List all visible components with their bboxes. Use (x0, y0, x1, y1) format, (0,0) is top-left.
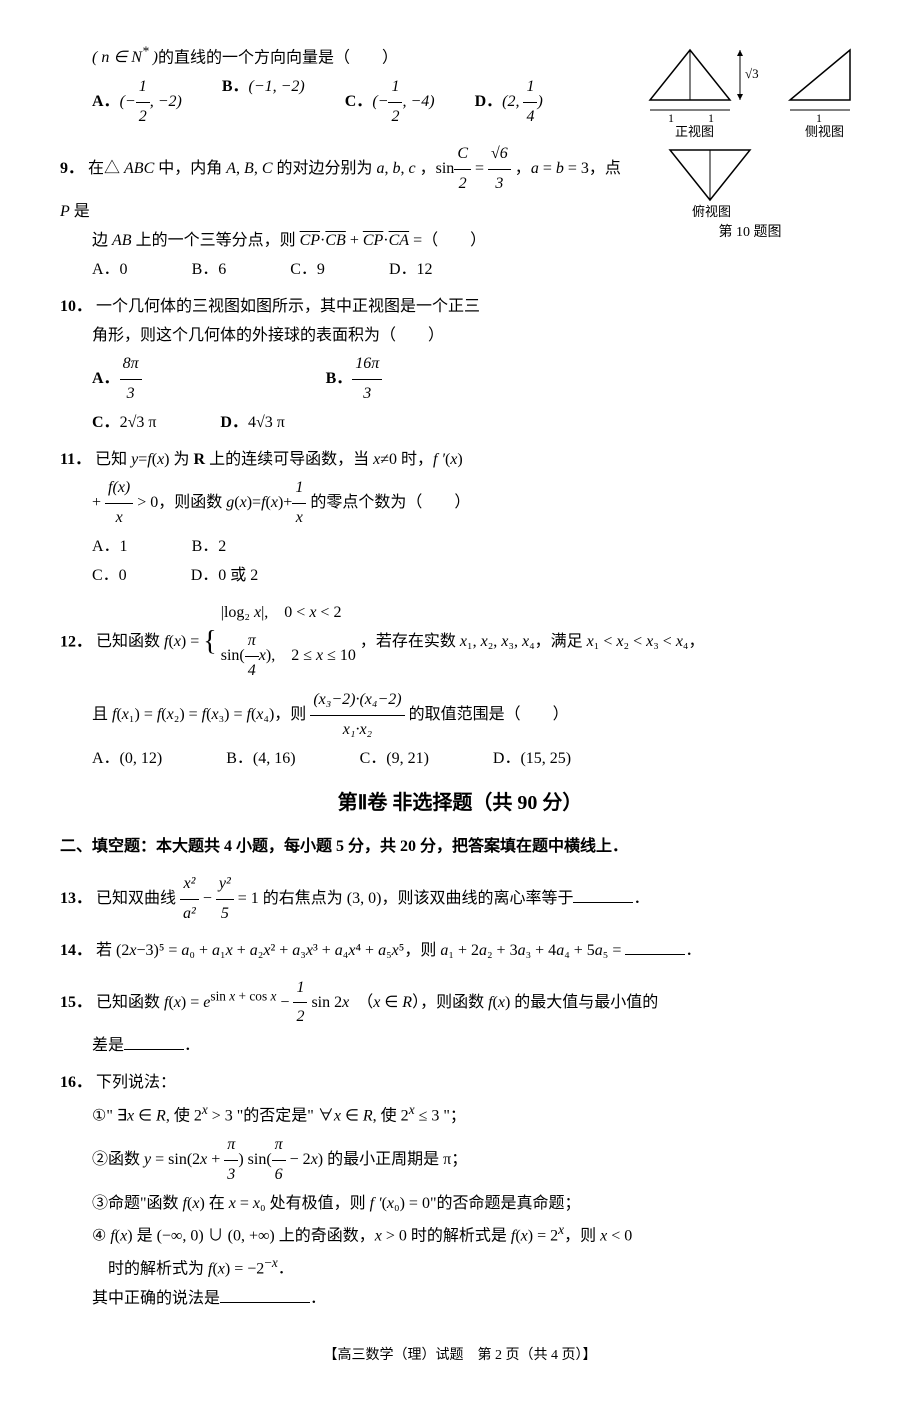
q10-opt-a: A．8π3 (92, 350, 262, 409)
q16-i4a: ④ f(x) 是 (−∞, 0) ∪ (0, +∞) 上的奇函数，x > 0 时… (92, 1218, 860, 1251)
section2-instr: 二、填空题：本大题共 4 小题，每小题 5 分，共 20 分，把答案填在题中横线… (60, 833, 860, 862)
q13-blank (573, 886, 633, 903)
q15-num: 15． (60, 994, 92, 1011)
q16-blank (220, 1286, 310, 1303)
q11-num: 11． (60, 451, 91, 468)
q10: 10． 一个几何体的三视图如图所示，其中正视图是一个正三 角形，则这个几何体的外… (60, 293, 860, 438)
q15-blank (124, 1033, 184, 1050)
q14-blank (625, 938, 685, 955)
q11-opt-c: C．0 (92, 562, 127, 591)
svg-text:1: 1 (708, 111, 714, 125)
q16-num: 16． (60, 1074, 92, 1091)
q8-opt-d: D．(2, 14) (475, 73, 543, 132)
q14: 14． 若 (2x−3)⁵ = a₀ + a₁x + a₂x² + a₃x³ +… (60, 937, 860, 966)
q10-figure: 1 1 正视图 √3 1 侧视图 俯视图 第 10 题图 (640, 40, 860, 245)
q8-opt-a: A．(−12, −2) (92, 73, 182, 132)
q16-concl: 其中正确的说法是 (92, 1290, 220, 1307)
svg-text:侧视图: 侧视图 (805, 124, 844, 139)
q9-opt-d: D．12 (389, 256, 433, 285)
q12-opt-b: B．(4, 16) (226, 745, 295, 774)
q16-i1: ①" ∃x ∈ R, 使 2x > 3 "的否定是" ∀x ∈ R, 使 2x … (92, 1098, 860, 1131)
q11: 11． 已知 y=f(x) 为 R 上的连续可导函数，当 x≠0 时，f ′(x… (60, 446, 860, 591)
q12-num: 12． (60, 633, 92, 650)
q11-opt-a: A．1 (92, 533, 128, 562)
svg-text:1: 1 (668, 111, 674, 125)
q9-opt-c: C．9 (290, 256, 325, 285)
q12-opt-a: A．(0, 12) (92, 745, 162, 774)
q13-num: 13． (60, 890, 92, 907)
q14-num: 14． (60, 942, 92, 959)
q16-i2: ②函数 y = sin(2x + π3) sin(π6 − 2x) 的最小正周期… (92, 1131, 860, 1190)
q10-stem1: 一个几何体的三视图如图所示，其中正视图是一个正三 (96, 298, 480, 315)
q12-opt-d: D．(15, 25) (493, 745, 571, 774)
q16: 16． 下列说法： ①" ∃x ∈ R, 使 2x > 3 "的否定是" ∀x … (60, 1069, 860, 1313)
svg-text:俯视图: 俯视图 (692, 204, 731, 219)
q12-opt-c: C．(9, 21) (360, 745, 429, 774)
q10-opt-b: B．16π3 (326, 350, 503, 409)
q9-num: 9． (60, 160, 84, 177)
svg-text:√3: √3 (745, 66, 759, 81)
q10-num: 10． (60, 298, 92, 315)
q16-i4b: 时的解析式为 f(x) = −2−x． (108, 1251, 860, 1284)
q11-opt-d: D．0 或 2 (191, 562, 259, 591)
q10-stem2: 角形，则这个几何体的外接球的表面积为（ ） (92, 322, 860, 351)
q13: 13． 已知双曲线 x²a² − y²5 = 1 的右焦点为 (3, 0)，则该… (60, 870, 860, 929)
q16-stem: 下列说法： (96, 1074, 176, 1091)
q10-opt-c: C．2√3 π (92, 409, 156, 438)
q16-i3: ③命题"函数 f(x) 在 x = x₀ 处有极值，则 f ′(x₀) = 0"… (92, 1190, 860, 1219)
q12: 12． 已知函数 f(x) = { |log₂ x|, 0 < x < 2 si… (60, 599, 860, 774)
q15: 15． 已知函数 f(x) = esin x + cos x − 12 sin … (60, 974, 860, 1061)
q10-opt-d: D．4√3 π (220, 409, 284, 438)
svg-text:1: 1 (816, 111, 822, 125)
q11-opt-b: B．2 (192, 533, 227, 562)
q10-fig-caption: 第 10 题图 (640, 220, 860, 245)
three-view-svg: 1 1 正视图 √3 1 侧视图 俯视图 (640, 40, 860, 220)
q8-opt-b: B．(−1, −2) (222, 73, 305, 132)
section2-title: 第Ⅱ卷 非选择题（共 90 分） (60, 785, 860, 821)
svg-text:正视图: 正视图 (675, 124, 714, 139)
q9-opt-b: B．6 (192, 256, 227, 285)
page-footer: 【高三数学（理）试题 第 2 页（共 4 页）】 (60, 1343, 860, 1368)
q9-opt-a: A．0 (92, 256, 128, 285)
q8-opt-c: C．(−12, −4) (345, 73, 435, 132)
